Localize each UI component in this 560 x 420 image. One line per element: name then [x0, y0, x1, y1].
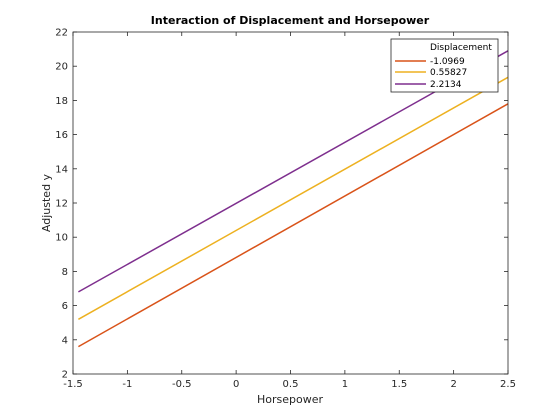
legend-entry-1: 0.55827: [395, 68, 467, 78]
ticks-layer: -1.5 -1 -0.5 0 0.5 1 1.5 2 2.5 2 4 6 8 10 12 14 16 18 20 22: [55, 28, 516, 391]
legend-entry-0: -1.0969: [395, 57, 465, 67]
legend-box: [390, 38, 499, 93]
y-tick-label: 10: [55, 233, 68, 244]
x-tick-label: -1: [122, 379, 132, 390]
y-tick-label: 16: [55, 130, 68, 141]
y-tick-label: 18: [55, 96, 68, 107]
chart-title: Interaction of Displacement and Horsepow…: [151, 14, 430, 27]
x-tick-label: 0: [233, 379, 239, 390]
x-tick-label: 2.5: [500, 379, 516, 390]
legend-label: -1.0969: [430, 57, 465, 67]
legend-entry-2: 2.2134: [395, 80, 462, 90]
x-tick-label: 0.5: [283, 379, 299, 390]
y-tick-label: 6: [62, 301, 68, 312]
legend-label: 0.55827: [430, 68, 467, 78]
y-tick-label: 2: [62, 370, 68, 381]
plot-frame: [72, 31, 509, 375]
legend-title: Displacement: [430, 43, 492, 53]
y-tick-label: 4: [62, 335, 68, 346]
x-tick-label: -1.5: [63, 379, 83, 390]
y-tick-label: 14: [55, 164, 68, 175]
series-line-1: [78, 76, 509, 320]
legend: Displacement -1.0969 0.55827 2.2134: [390, 38, 499, 93]
x-tick-label: 2: [450, 379, 456, 390]
y-tick-label: 8: [62, 267, 68, 278]
x-tick-label: 1: [342, 379, 348, 390]
y-axis-title: Adjusted y: [40, 173, 53, 232]
y-tick-label: 20: [55, 62, 68, 73]
x-tick-label: 1.5: [391, 379, 407, 390]
legend-label: 2.2134: [430, 80, 462, 90]
y-tick-label: 22: [55, 28, 68, 39]
x-axis-title: Horsepower: [257, 393, 323, 406]
series-line-0: [78, 103, 509, 348]
y-tick-label: 12: [55, 199, 68, 210]
x-tick-label: -0.5: [172, 379, 192, 390]
